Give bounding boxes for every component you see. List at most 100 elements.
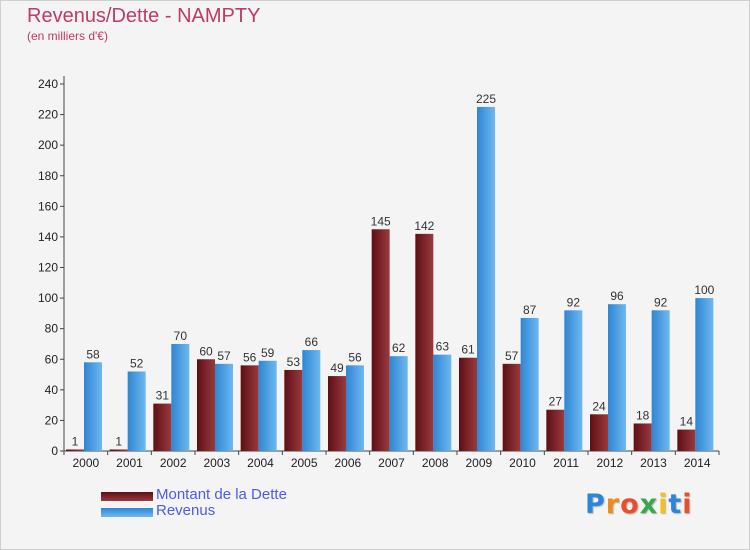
- data-label: 27: [549, 395, 563, 409]
- chart-title: Revenus/Dette - NAMPTY: [27, 5, 261, 27]
- bar-revenus-2005: [302, 350, 321, 451]
- y-tick-label: 200: [38, 138, 58, 152]
- x-tick-label: 2004: [247, 456, 274, 470]
- logo-letter: o: [620, 489, 640, 520]
- x-tick-label: 2009: [465, 456, 492, 470]
- bar-dette-2000: [66, 449, 84, 451]
- bar-dette-2003: [197, 359, 215, 451]
- bar-dette-2006: [328, 376, 346, 451]
- data-label: 31: [156, 389, 170, 403]
- x-tick-label: 2007: [378, 456, 405, 470]
- bar-dette-2013: [633, 423, 652, 451]
- data-label: 61: [461, 343, 475, 357]
- y-tick-label: 140: [38, 230, 58, 244]
- data-label: 1: [72, 434, 79, 448]
- data-label: 87: [523, 303, 537, 317]
- data-label: 145: [371, 214, 391, 228]
- bar-revenus-2012: [608, 304, 626, 451]
- y-tick-label: 160: [38, 199, 58, 213]
- logo-letter: x: [639, 489, 659, 520]
- bar-revenus-2014: [695, 298, 714, 451]
- x-tick-label: 2002: [160, 456, 187, 470]
- data-label: 96: [610, 289, 624, 303]
- bar-revenus-2007: [389, 356, 408, 451]
- y-tick-label: 80: [45, 322, 59, 336]
- x-tick-label: 2006: [334, 456, 361, 470]
- data-label: 56: [348, 350, 362, 364]
- legend-swatch-revenus: [101, 508, 153, 517]
- data-label: 60: [199, 344, 213, 358]
- x-tick-label: 2001: [116, 456, 143, 470]
- logo-letter: r: [605, 489, 621, 520]
- bar-dette-2009: [459, 357, 477, 451]
- logo-letter: t: [668, 489, 683, 520]
- data-label: 18: [636, 408, 650, 422]
- bar-dette-2010: [502, 363, 521, 451]
- bar-revenus-2011: [564, 310, 583, 451]
- data-label: 57: [505, 349, 519, 363]
- data-label: 59: [261, 346, 275, 360]
- data-label: 225: [476, 92, 496, 106]
- data-label: 100: [694, 283, 714, 297]
- bar-dette-2011: [546, 409, 565, 451]
- data-label: 24: [592, 399, 606, 413]
- bar-dette-2008: [415, 233, 434, 451]
- data-label: 49: [330, 361, 344, 375]
- x-tick-label: 2000: [72, 456, 99, 470]
- data-label: 52: [130, 356, 144, 370]
- y-tick-label: 180: [38, 169, 58, 183]
- x-tick-label: 2008: [422, 456, 449, 470]
- x-tick-label: 2003: [203, 456, 230, 470]
- bar-revenus-2000: [84, 362, 102, 451]
- data-label: 62: [392, 341, 406, 355]
- data-labels: 1 1 31 60 56 53 49 145 142 61 57 27 24 18 14 58 52 70 57 59…: [72, 92, 715, 449]
- y-tick-label: 100: [38, 291, 58, 305]
- bar-dette-2005: [284, 369, 303, 451]
- x-tick-label: 2010: [509, 456, 536, 470]
- x-tick-label: 2005: [291, 456, 318, 470]
- data-label: 56: [243, 350, 257, 364]
- x-tick-label: 2011: [553, 456, 579, 470]
- y-tick-label: 20: [45, 413, 59, 427]
- data-label: 53: [287, 355, 301, 369]
- bar-dette-2002: [153, 403, 172, 451]
- data-label: 70: [174, 329, 188, 343]
- legend-swatch-dette: [101, 492, 153, 501]
- x-tick-label: 2014: [684, 456, 711, 470]
- bar-revenus-2013: [651, 310, 670, 451]
- data-label: 1: [115, 434, 122, 448]
- y-tick-label: 240: [38, 77, 58, 91]
- bar-revenus-2004: [258, 360, 277, 451]
- legend-label-revenus: Revenus: [156, 502, 216, 519]
- data-label: 14: [680, 415, 694, 429]
- proxiti-logo: Proxiti: [585, 489, 693, 520]
- logo-letter: i: [658, 489, 669, 520]
- y-tick-label: 0: [51, 444, 58, 458]
- x-tick-label: 2013: [640, 456, 667, 470]
- data-label: 58: [86, 347, 100, 361]
- data-label: 92: [654, 295, 668, 309]
- x-tick-label: 2012: [596, 456, 623, 470]
- chart-subtitle: (en milliers d'€): [27, 29, 108, 43]
- bar-revenus-2008: [433, 354, 452, 451]
- data-label: 66: [305, 335, 319, 349]
- logo-letter: P: [585, 489, 606, 520]
- bar-revenus-2001: [127, 371, 146, 451]
- bar-dette-2012: [590, 414, 608, 451]
- data-label: 142: [414, 219, 434, 233]
- bars: [66, 106, 714, 451]
- bar-dette-2004: [240, 365, 259, 451]
- bar-revenus-2002: [171, 343, 190, 451]
- bar-revenus-2010: [520, 317, 539, 451]
- data-label: 63: [436, 340, 450, 354]
- logo-letter: i: [682, 489, 693, 520]
- y-tick-label: 220: [38, 108, 58, 122]
- bar-dette-2014: [677, 429, 696, 451]
- bar-revenus-2009: [477, 106, 495, 451]
- y-tick-label: 120: [38, 261, 58, 275]
- y-tick-label: 60: [45, 352, 59, 366]
- data-label: 57: [217, 349, 231, 363]
- bar-revenus-2003: [215, 363, 233, 451]
